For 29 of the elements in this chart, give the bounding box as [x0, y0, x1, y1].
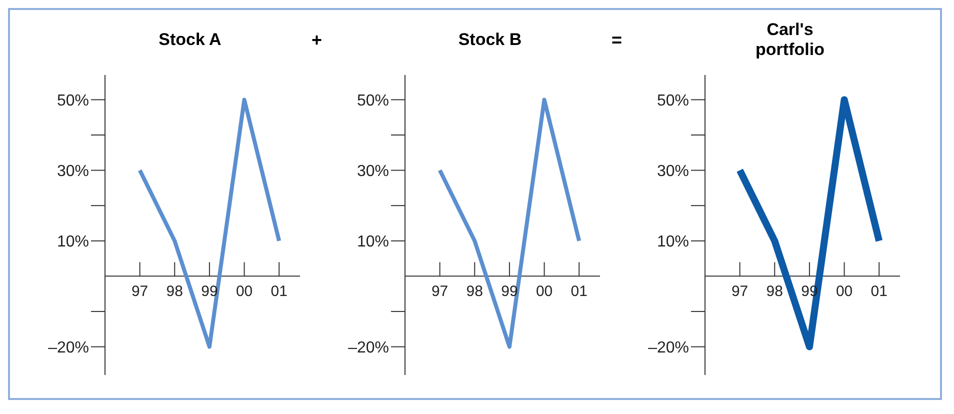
x-tick-label: 01 [570, 283, 588, 300]
x-tick-label: 97 [731, 283, 748, 300]
y-tick-label: 30% [356, 162, 389, 180]
chart-title: Stock B [457, 29, 523, 51]
x-tick-label: 00 [236, 283, 253, 300]
y-tick-label: 50% [356, 92, 389, 110]
x-tick-label: 00 [536, 283, 553, 300]
x-tick-label: 97 [131, 283, 148, 300]
y-tick-label: 30% [56, 162, 89, 180]
y-tick-label: –20% [348, 339, 389, 356]
y-tick-label: –20% [48, 339, 89, 356]
x-tick-label: 98 [466, 283, 483, 300]
chart-title: Stock A [158, 29, 222, 51]
x-tick-label: 98 [166, 283, 183, 300]
y-tick-label: 50% [656, 92, 689, 110]
y-tick-label: –20% [648, 339, 689, 356]
x-tick-label: 00 [836, 283, 853, 300]
y-tick-label: 10% [356, 234, 389, 251]
text: = [611, 30, 622, 51]
y-tick-label: 50% [56, 92, 89, 110]
y-tick-label: 30% [656, 162, 689, 180]
x-tick-label: 98 [766, 283, 783, 300]
x-tick-label: 97 [431, 283, 448, 300]
chart-title: Carl's portfolio [754, 19, 826, 61]
y-tick-label: 10% [56, 234, 89, 251]
text: + [311, 30, 322, 51]
x-tick-label: 01 [270, 283, 288, 300]
y-tick-label: 10% [656, 234, 689, 251]
x-tick-label: 01 [870, 283, 888, 300]
